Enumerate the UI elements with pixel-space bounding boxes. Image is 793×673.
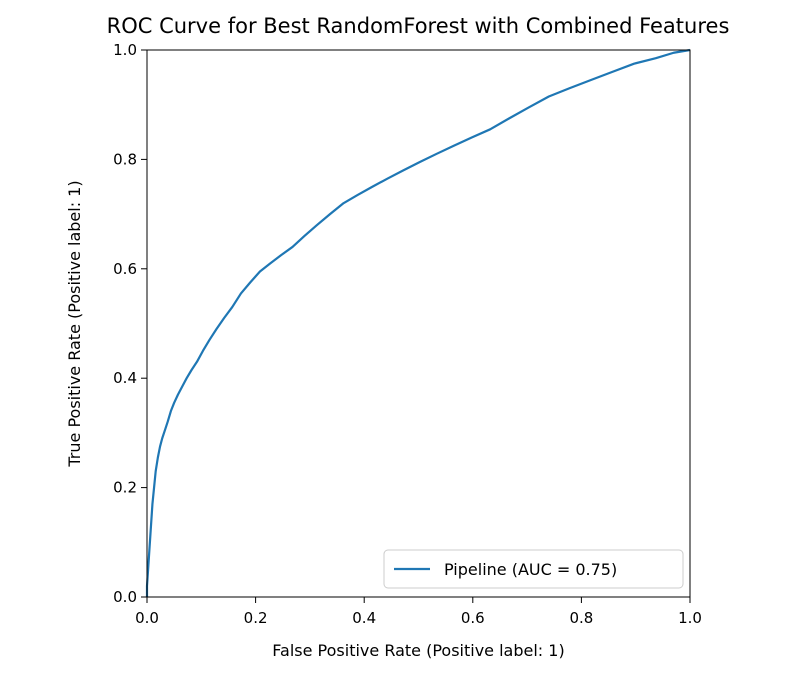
chart-title: ROC Curve for Best RandomForest with Com…: [107, 14, 730, 38]
plot-frame: [146, 49, 691, 598]
series-layer: [145, 48, 691, 597]
x-tick-label: 0.6: [461, 609, 485, 627]
y-tick-label: 0.4: [113, 369, 137, 387]
y-tick-label: 0.6: [113, 260, 137, 278]
y-tick-label: 0.2: [113, 479, 137, 497]
y-tick-label: 0.0: [113, 588, 137, 606]
x-tick-label: 0.4: [352, 609, 376, 627]
y-axis-label: True Positive Rate (Positive label: 1): [65, 180, 84, 467]
legend: Pipeline (AUC = 0.75): [383, 549, 684, 589]
y-tick-label: 0.8: [113, 150, 137, 168]
x-axis-label: False Positive Rate (Positive label: 1): [272, 641, 564, 660]
x-tick-label: 0.8: [569, 609, 593, 627]
legend-box: [383, 549, 684, 589]
axes-layer: 0.0 0.2 0.4 0.6 0.8 1.0 0.0 0.2 0.4 0.6 0.8 1.0: [113, 41, 702, 627]
roc-curve-line: [145, 48, 691, 597]
x-tick-label: 0.2: [244, 609, 268, 627]
x-tick-label: 1.0: [678, 609, 702, 627]
y-tick-label: 1.0: [113, 41, 137, 59]
x-tick-label: 0.0: [135, 609, 159, 627]
legend-label: Pipeline (AUC = 0.75): [444, 560, 617, 579]
